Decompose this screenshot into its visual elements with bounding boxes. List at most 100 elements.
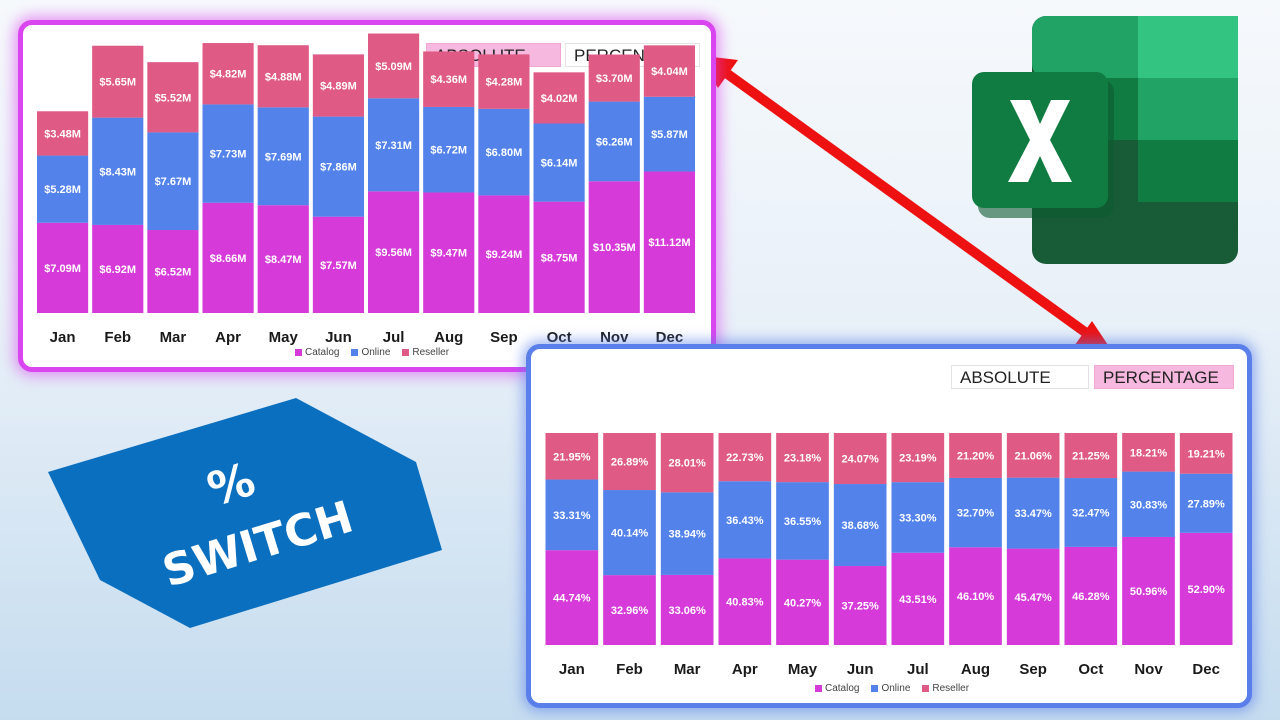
data-label: 21.20% (957, 450, 995, 462)
bar-reseller-may (257, 45, 309, 108)
data-label: 36.43% (726, 515, 764, 527)
bar-catalog-apr (202, 202, 254, 313)
legend-online: Online (881, 683, 911, 694)
data-label: 33.47% (1015, 508, 1053, 520)
data-label: $7.09M (44, 263, 81, 275)
bar-online-oct (533, 123, 585, 202)
absolute-chart-card: ABSOLUTE PERCENTAGE $7.09M$5.28M$3.48MJa… (18, 20, 716, 372)
legend-catalog: Catalog (305, 347, 340, 358)
catalog-swatch (295, 349, 302, 356)
bar-online-jun (833, 484, 887, 567)
data-label: $4.89M (320, 81, 357, 93)
x-tick-label: Sep (490, 329, 518, 346)
bar-catalog-jul (891, 552, 945, 645)
bar-catalog-jan (545, 550, 599, 645)
bar-catalog-mar (660, 574, 714, 645)
x-tick-label: Dec (656, 329, 684, 346)
data-label: $3.70M (596, 73, 633, 85)
bar-catalog-nov (1122, 536, 1175, 645)
bar-online-jan (545, 479, 599, 551)
data-label: 38.94% (669, 529, 707, 541)
bar-online-feb (603, 490, 656, 576)
data-label: $6.26M (596, 136, 633, 148)
bar-reseller-feb (92, 45, 144, 118)
x-tick-label: Mar (160, 329, 187, 346)
data-label: 26.89% (611, 457, 649, 469)
data-label: $6.80M (486, 147, 523, 159)
reseller-swatch (402, 349, 410, 356)
bar-online-nov (588, 101, 640, 182)
bar-online-may (776, 482, 829, 560)
bar-catalog-jan (37, 222, 89, 313)
data-label: $4.04M (651, 66, 688, 78)
bar-catalog-jun (833, 566, 887, 645)
absolute-stacked-bar-chart: $7.09M $5.28M $3.48M Jan $6.92M $8.43M $5.65M F… (37, 33, 695, 346)
data-label: 33.06% (669, 605, 707, 617)
data-label: $7.73M (210, 149, 247, 161)
data-label: $7.57M (320, 260, 357, 272)
bar-reseller-jul (368, 33, 420, 99)
bar-catalog-oct (533, 201, 585, 313)
catalog-swatch (815, 685, 822, 692)
reseller-swatch (922, 685, 930, 692)
data-label: $10.35M (593, 242, 636, 254)
legend-reseller: Reseller (412, 347, 450, 358)
legend-reseller: Reseller (932, 683, 970, 694)
bar-online-jun (312, 116, 364, 217)
bar-catalog-aug (423, 192, 475, 313)
chart-legend: Catalog Online Reseller (295, 347, 449, 358)
percentage-toggle-button[interactable]: PERCENTAGE (1094, 365, 1234, 389)
bar-online-aug (423, 106, 475, 193)
bar-online-mar (660, 492, 714, 575)
data-label: 46.10% (957, 591, 995, 603)
data-label: $11.12M (648, 237, 690, 249)
excel-logo-icon (972, 16, 1238, 264)
data-label: 44.74% (553, 593, 591, 605)
bar-catalog-mar (147, 230, 199, 313)
absolute-toggle-button[interactable]: ABSOLUTE (951, 365, 1089, 389)
bar-catalog-dec (643, 171, 695, 313)
data-label: $7.31M (375, 140, 412, 152)
data-label: 22.73% (726, 452, 764, 464)
bar-online-sep (1006, 477, 1060, 549)
data-label: 40.27% (784, 597, 822, 609)
data-label: $9.47M (430, 248, 467, 260)
bar-catalog-may (776, 559, 829, 645)
bar-online-nov (1122, 471, 1175, 537)
bar-reseller-jul (891, 433, 945, 483)
chart-legend: Catalog Online Reseller (815, 683, 969, 694)
data-label: 40.83% (726, 597, 764, 609)
x-tick-label: Aug (434, 329, 463, 346)
data-label: 30.83% (1130, 499, 1168, 511)
bar-reseller-nov (1122, 433, 1175, 472)
x-tick-label: Apr (732, 661, 758, 678)
bar-reseller-dec (1179, 433, 1233, 474)
bar-reseller-jun (833, 433, 887, 485)
bar-catalog-jul (368, 191, 420, 313)
bar-reseller-jan (37, 111, 89, 156)
bar-online-oct (1064, 478, 1118, 547)
online-swatch (351, 349, 359, 356)
bar-reseller-sep (478, 54, 530, 109)
bar-online-jan (37, 155, 89, 223)
data-label: 32.47% (1072, 507, 1110, 519)
bar-reseller-jan (545, 433, 599, 480)
x-tick-label: Aug (961, 661, 990, 678)
bar-catalog-sep (478, 195, 530, 313)
data-label: 21.25% (1072, 451, 1110, 463)
bar-catalog-apr (718, 558, 772, 645)
bar-reseller-apr (202, 43, 254, 105)
bar-reseller-sep (1006, 433, 1060, 478)
data-label: $4.28M (486, 77, 523, 89)
bar-online-sep (478, 108, 530, 196)
data-label: 52.90% (1188, 584, 1226, 596)
bar-reseller-apr (718, 433, 772, 482)
data-label: 37.25% (842, 601, 880, 613)
bar-reseller-may (776, 433, 829, 483)
bar-online-may (257, 107, 309, 206)
data-label: 27.89% (1188, 498, 1226, 510)
data-label: $4.88M (265, 71, 302, 83)
bar-catalog-dec (1179, 532, 1233, 645)
x-tick-label: May (788, 661, 818, 678)
bar-catalog-feb (92, 224, 144, 313)
